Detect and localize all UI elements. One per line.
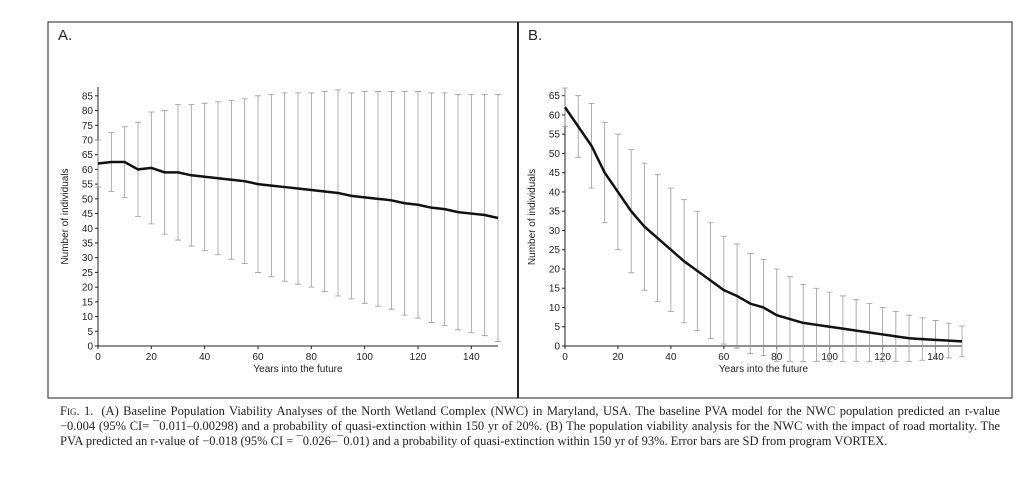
y-tick-label: 20 <box>549 264 561 275</box>
x-axis-label: Years into the future <box>719 364 809 375</box>
y-tick-label: 45 <box>82 209 94 220</box>
y-tick-label: 15 <box>82 297 94 308</box>
y-tick-label: 80 <box>82 106 94 117</box>
y-tick-label: 50 <box>82 194 94 205</box>
y-tick-label: 65 <box>82 150 94 161</box>
error-bar <box>562 87 568 127</box>
y-tick-label: 35 <box>82 238 94 249</box>
y-axis-label: Number of individuals <box>527 169 538 265</box>
y-tick-label: 10 <box>82 312 94 323</box>
y-tick-label: 70 <box>82 135 94 146</box>
y-tick-label: 55 <box>82 180 94 191</box>
y-tick-label: 10 <box>549 303 561 314</box>
y-tick-label: 75 <box>82 121 94 132</box>
y-tick-label: 85 <box>82 91 94 102</box>
x-tick-label: 100 <box>356 352 373 363</box>
y-tick-label: 0 <box>87 342 93 353</box>
y-axis-label: Number of individuals <box>60 168 71 264</box>
panel-label: B. <box>528 27 542 44</box>
x-tick-label: 60 <box>718 352 730 363</box>
y-tick-label: 0 <box>554 342 560 353</box>
caption-text: (A) Baseline Population Viability Analys… <box>60 404 1000 448</box>
y-tick-label: 45 <box>549 168 561 179</box>
y-tick-label: 40 <box>82 224 94 235</box>
panel-frame <box>517 21 1013 399</box>
x-tick-label: 0 <box>95 352 101 363</box>
y-tick-label: 20 <box>82 283 94 294</box>
y-tick-label: 65 <box>549 91 561 102</box>
x-tick-label: 20 <box>146 352 158 363</box>
y-tick-label: 25 <box>549 245 561 256</box>
y-tick-label: 60 <box>82 165 94 176</box>
panel-label: A. <box>58 27 72 44</box>
y-tick-label: 15 <box>549 284 561 295</box>
x-tick-label: 20 <box>612 352 624 363</box>
y-tick-label: 30 <box>82 253 94 264</box>
y-tick-label: 55 <box>549 130 561 141</box>
mean-line <box>563 106 963 343</box>
x-tick-label: 40 <box>665 352 677 363</box>
x-tick-label: 60 <box>252 352 264 363</box>
x-tick-label: 140 <box>463 352 480 363</box>
caption: Fig. 1. (A) Baseline Population Viability… <box>60 404 1000 449</box>
y-tick-label: 5 <box>554 322 560 333</box>
x-tick-label: 80 <box>306 352 318 363</box>
y-tick-label: 25 <box>82 268 94 279</box>
y-tick-label: 50 <box>549 149 561 160</box>
mean-line <box>97 160 499 220</box>
caption-label: Fig. 1. <box>60 404 94 418</box>
y-tick-label: 35 <box>549 207 561 218</box>
x-axis-label: Years into the future <box>253 364 343 375</box>
y-tick-label: 5 <box>87 327 93 338</box>
x-tick-label: 40 <box>199 352 211 363</box>
y-tick-label: 30 <box>549 226 561 237</box>
x-tick-label: 0 <box>562 352 568 363</box>
x-tick-label: 120 <box>410 352 427 363</box>
y-tick-label: 60 <box>549 110 561 121</box>
y-tick-label: 40 <box>549 187 561 198</box>
